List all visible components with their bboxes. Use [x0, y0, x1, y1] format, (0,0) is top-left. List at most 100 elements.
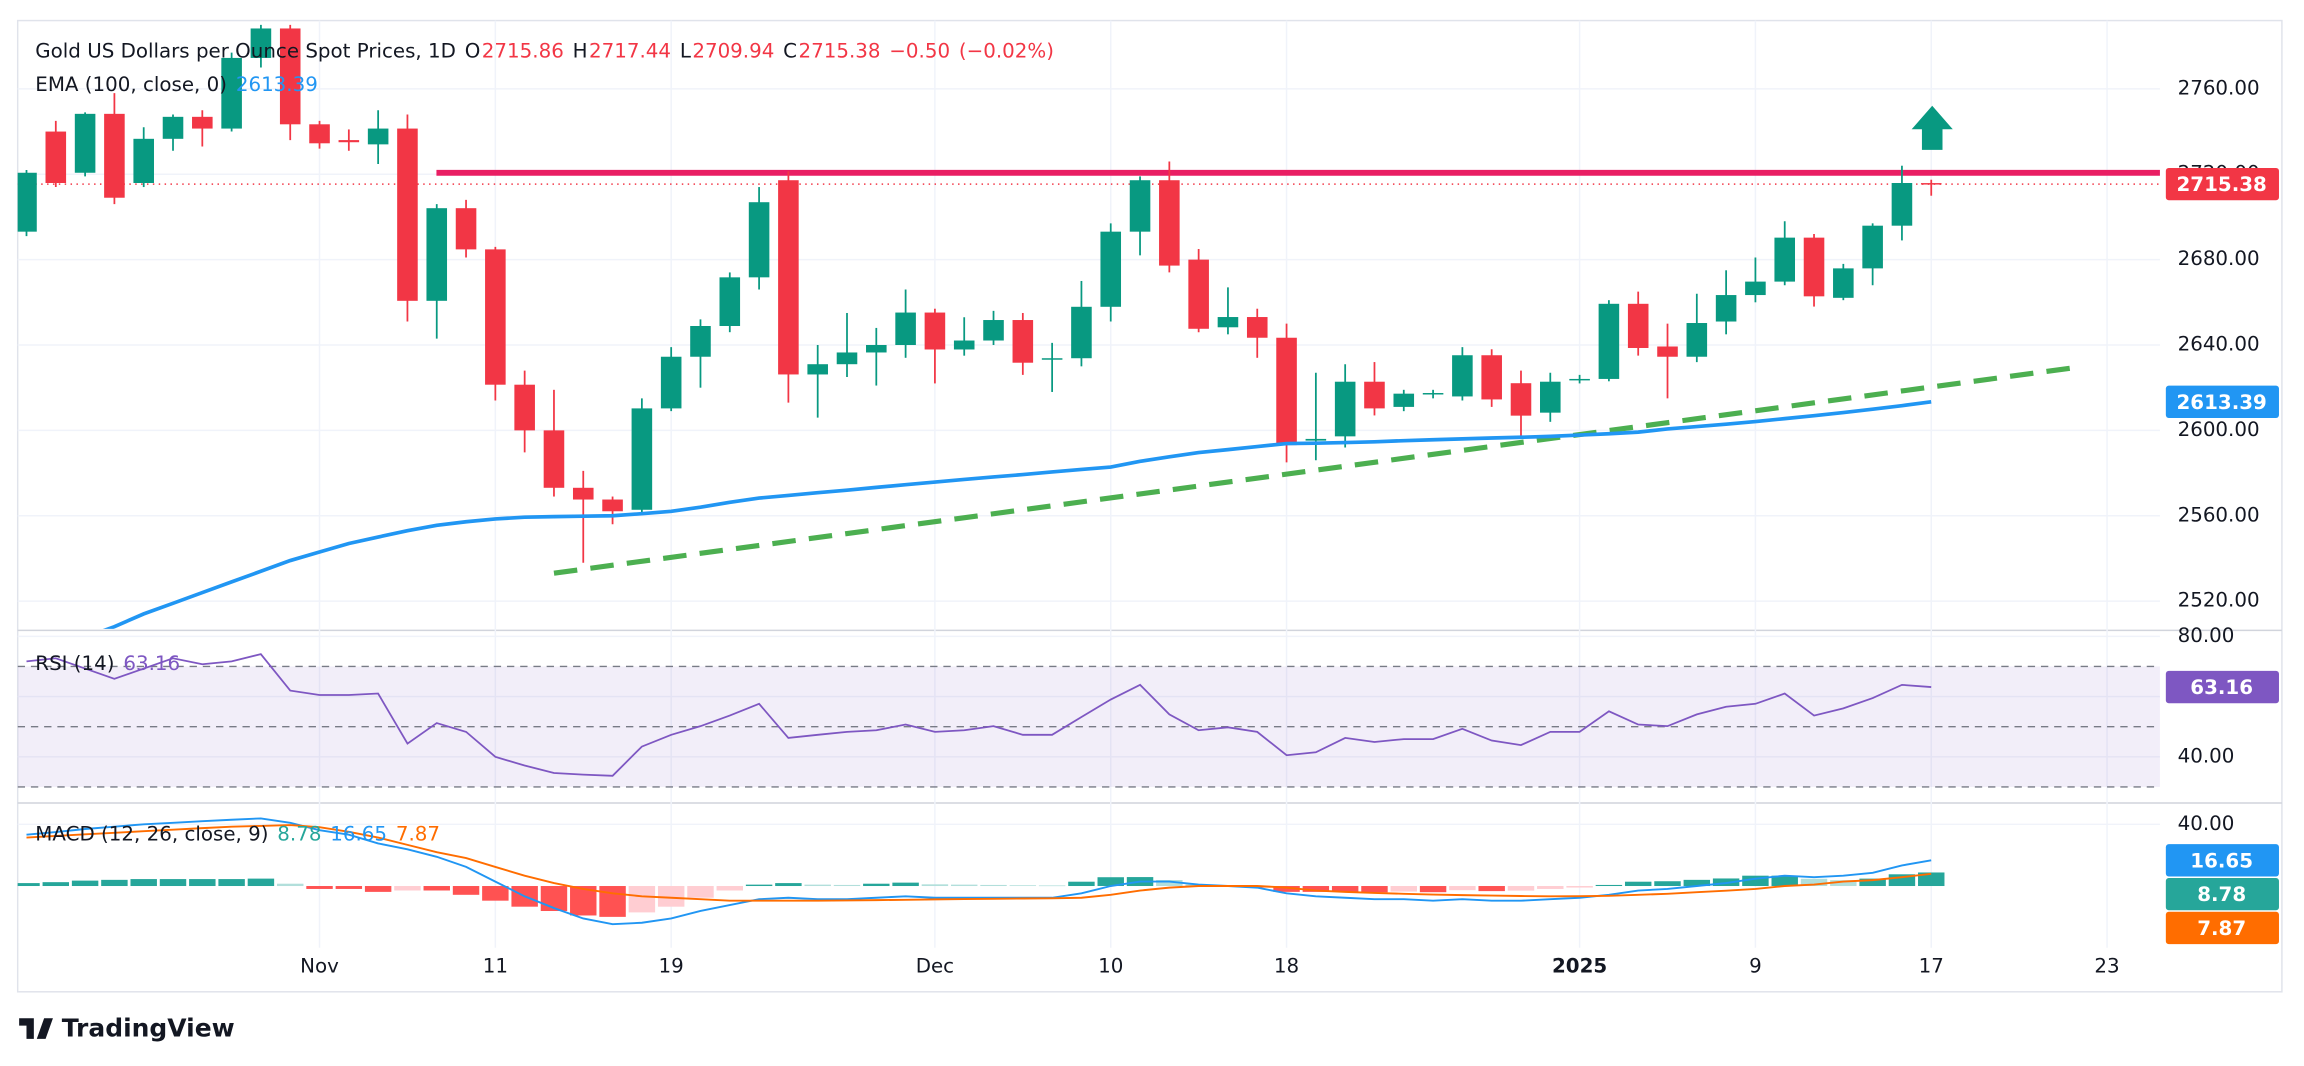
- candle-body: [1276, 337, 1297, 446]
- frame: [16, 19, 2283, 993]
- macd-histogram-bar: [628, 886, 656, 913]
- rsi-pane: [17, 653, 2160, 788]
- candle-body: [1803, 237, 1825, 297]
- macd-histogram-bar: [277, 883, 304, 887]
- macd-histogram-bar: [1859, 878, 1886, 887]
- legend-row: MACD (12, 26, close, 9) 8.78 16.65 7.87: [35, 822, 440, 845]
- legend-item: 2613.39: [236, 73, 318, 96]
- price-label-box: [2165, 877, 2279, 911]
- logo: TradingView: [19, 1013, 235, 1042]
- macd-histogram-bar: [1449, 886, 1476, 891]
- macd-histogram-bar: [833, 884, 861, 887]
- candle-body: [1334, 381, 1356, 437]
- macd-histogram-bar: [1683, 879, 1711, 887]
- legend-item: Gold US Dollars per Ounce Spot Prices, 1…: [35, 39, 456, 62]
- macd-histogram-bar: [1302, 886, 1330, 892]
- macd-histogram-bar: [863, 883, 890, 887]
- x-tick-label: 9: [1749, 954, 1762, 977]
- candle-body: [221, 57, 242, 129]
- legend-item: 2709.94: [692, 39, 774, 62]
- y-tick-label: 2560.00: [2178, 503, 2260, 526]
- candle-body: [309, 124, 330, 144]
- candle-body: [1657, 346, 1678, 357]
- candle-body: [104, 113, 125, 198]
- macd-histogram-bar: [1624, 881, 1652, 887]
- candle-body: [602, 499, 623, 512]
- macd-histogram-bar: [394, 886, 421, 891]
- candle-body: [162, 116, 184, 139]
- y-tick-label: 40.00: [2178, 812, 2235, 835]
- y-tick-label: 2760.00: [2178, 76, 2260, 99]
- macd-histogram-bar: [775, 883, 802, 887]
- candle-body: [338, 140, 360, 143]
- price-label-box: [2165, 844, 2279, 877]
- legend-item: 2715.38: [798, 39, 880, 62]
- y-tick-label: 40.00: [2178, 744, 2235, 767]
- macd-histogram-bar: [1361, 886, 1388, 893]
- candle-body: [1129, 180, 1151, 232]
- price-label-box: [2165, 911, 2279, 945]
- candle-body: [660, 356, 682, 409]
- macd-histogram-bar: [101, 879, 128, 887]
- macd-histogram-bar: [1507, 886, 1535, 891]
- candle-body: [514, 384, 535, 431]
- price-label-box: [2165, 670, 2279, 704]
- candle-body: [367, 128, 389, 145]
- candle-body: [1774, 237, 1796, 282]
- macd-histogram-bar: [745, 884, 773, 887]
- macd-histogram-bar: [71, 880, 99, 887]
- logo-mark: [19, 1018, 53, 1039]
- candle-body: [397, 128, 418, 301]
- candle-body: [1715, 295, 1737, 322]
- price-label: 8.78: [2197, 883, 2246, 906]
- candle-body: [924, 312, 946, 350]
- macd-histogram-bar: [1273, 886, 1300, 892]
- macd-histogram-bar: [218, 879, 245, 887]
- candle-body: [1627, 303, 1649, 348]
- ema-line: [103, 400, 1932, 629]
- candle-body: [1012, 320, 1034, 363]
- x-tick-label: 23: [2094, 954, 2119, 977]
- legend-item: (−0.02%): [959, 39, 1054, 62]
- macd-histogram-bar: [657, 886, 685, 907]
- macd-histogram-bar: [452, 886, 480, 895]
- price-label: 63.16: [2190, 676, 2253, 699]
- candle-body: [133, 138, 154, 183]
- legend-item: L: [680, 39, 691, 62]
- x-tick-label: 10: [1098, 954, 1123, 977]
- macd-histogram-bar: [1390, 886, 1417, 892]
- candle-body: [1041, 358, 1063, 360]
- macd-histogram-bar: [306, 886, 333, 889]
- macd-histogram-bar: [42, 882, 70, 887]
- candle-body: [1071, 306, 1092, 359]
- candle-body: [983, 320, 1004, 341]
- x-tick-label: 19: [659, 954, 684, 977]
- x-tick-label: Nov: [300, 954, 339, 977]
- macd-histogram-bar: [159, 879, 187, 887]
- candle-body: [1569, 378, 1590, 381]
- macd-histogram-bar: [1156, 880, 1183, 887]
- candle-body: [426, 208, 448, 301]
- candle-body: [1188, 259, 1209, 329]
- x-tick-label: 2025: [1552, 954, 1607, 977]
- y-tick-label: 2520.00: [2178, 589, 2260, 612]
- legend-row: EMA (100, close, 0) 2613.39: [35, 73, 318, 96]
- candle-body: [1305, 438, 1327, 441]
- macd-histogram-bar: [716, 886, 744, 891]
- candle-body: [192, 116, 213, 129]
- candle-body: [1598, 303, 1620, 379]
- macd-histogram-bar: [1097, 877, 1124, 887]
- candle-body: [17, 172, 37, 232]
- macd-histogram-bar: [1742, 875, 1769, 887]
- macd-histogram-bar: [364, 886, 392, 892]
- macd-histogram-bar: [1009, 885, 1037, 887]
- macd-histogram-bar: [687, 886, 714, 898]
- candle-body: [748, 202, 770, 278]
- legend-item: 7.87: [396, 822, 440, 845]
- macd-histogram-bar: [247, 878, 275, 887]
- x-tick-label: 17: [1919, 954, 1944, 977]
- legend-item: RSI (14): [35, 652, 114, 675]
- macd-histogram-bar: [17, 883, 40, 887]
- candle-body: [1745, 281, 1766, 296]
- signal-line: [26, 824, 1932, 902]
